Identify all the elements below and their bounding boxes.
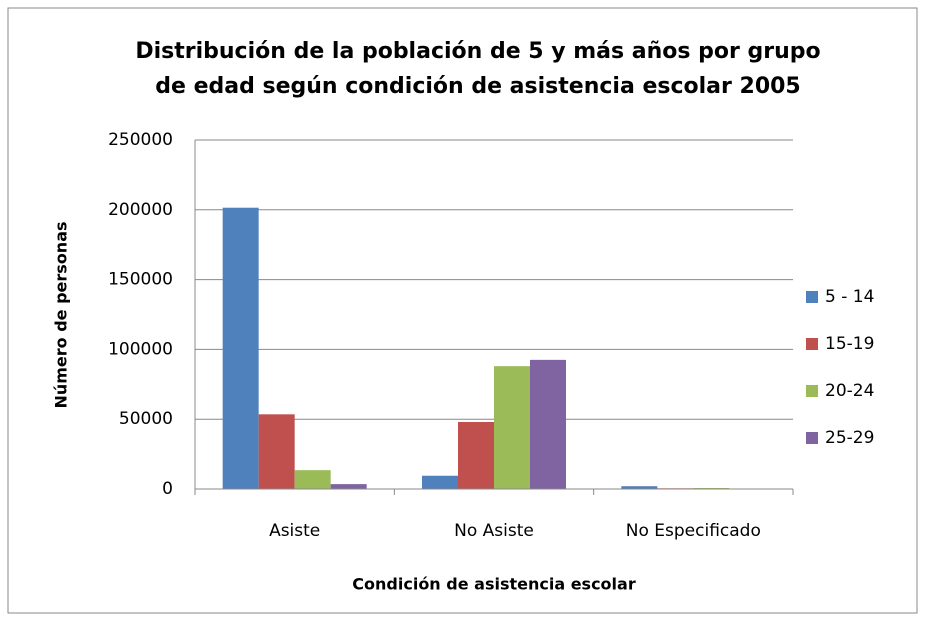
chart-border (7, 7, 918, 614)
y-tick-label: 50000 (119, 409, 173, 429)
chart-title: de edad según condición de asistencia es… (155, 74, 801, 99)
legend-label: 5 - 14 (825, 287, 874, 307)
legend-swatch (806, 291, 818, 303)
y-tick-label: 250000 (108, 130, 173, 150)
bar (330, 484, 367, 489)
legend-swatch (806, 338, 818, 350)
legend-swatch (806, 432, 818, 444)
bar (621, 486, 658, 489)
y-tick-label: 150000 (108, 270, 173, 290)
bar (422, 475, 458, 489)
bar (458, 421, 494, 489)
x-tick-label: Asiste (269, 521, 320, 541)
legend-label: 25-29 (825, 428, 874, 448)
chart-title: Distribución de la población de 5 y más … (135, 39, 820, 64)
y-tick-label: 200000 (108, 200, 173, 220)
legend-label: 20-24 (825, 381, 874, 401)
bar (530, 359, 566, 489)
y-axis-title: Número de personas (52, 221, 71, 408)
x-tick-label: No Asiste (454, 521, 534, 541)
bar (294, 470, 331, 489)
y-tick-label: 100000 (108, 339, 173, 359)
x-axis-title: Condición de asistencia escolar (352, 575, 636, 594)
bar (494, 366, 530, 489)
legend-label: 15-19 (825, 334, 874, 354)
legend-swatch (806, 385, 818, 397)
y-tick-label: 0 (162, 479, 173, 499)
bar (258, 414, 295, 489)
bar (222, 207, 259, 489)
x-tick-label: No Especificado (626, 521, 761, 541)
